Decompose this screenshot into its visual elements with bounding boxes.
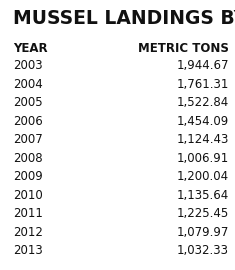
Text: 1,761.31: 1,761.31: [177, 78, 229, 91]
Text: 2004: 2004: [13, 78, 43, 91]
Text: 2012: 2012: [13, 226, 43, 239]
Text: 1,135.64: 1,135.64: [177, 189, 229, 202]
Text: YEAR: YEAR: [13, 42, 47, 55]
Text: 1,454.09: 1,454.09: [177, 115, 229, 128]
Text: 2003: 2003: [13, 59, 43, 72]
Text: 1,079.97: 1,079.97: [177, 226, 229, 239]
Text: 1,032.33: 1,032.33: [177, 244, 229, 257]
Text: 2010: 2010: [13, 189, 43, 202]
Text: 2013: 2013: [13, 244, 43, 257]
Text: 2011: 2011: [13, 207, 43, 220]
Text: 1,944.67: 1,944.67: [177, 59, 229, 72]
Text: 2006: 2006: [13, 115, 43, 128]
Text: 2007: 2007: [13, 133, 43, 146]
Text: 2005: 2005: [13, 96, 43, 109]
Text: 2009: 2009: [13, 170, 43, 183]
Text: 1,200.04: 1,200.04: [177, 170, 229, 183]
Text: MUSSEL LANDINGS BY YEAR: MUSSEL LANDINGS BY YEAR: [13, 9, 235, 28]
Text: 2008: 2008: [13, 152, 43, 165]
Text: 1,522.84: 1,522.84: [177, 96, 229, 109]
Text: 1,124.43: 1,124.43: [177, 133, 229, 146]
Text: METRIC TONS: METRIC TONS: [138, 42, 229, 55]
Text: 1,006.91: 1,006.91: [177, 152, 229, 165]
Text: 1,225.45: 1,225.45: [177, 207, 229, 220]
